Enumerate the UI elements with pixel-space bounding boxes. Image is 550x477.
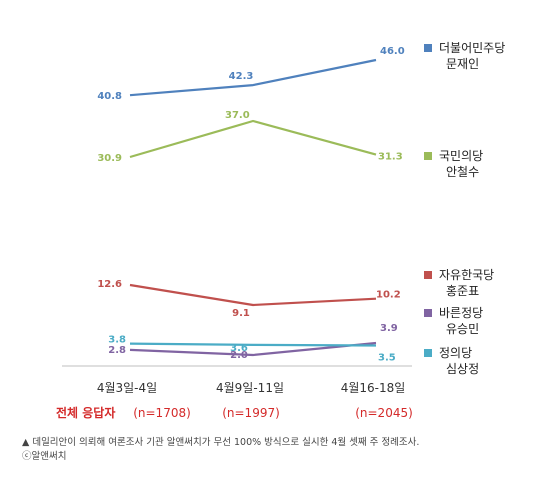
series-lines bbox=[129, 58, 377, 357]
sample-size-2: (n=1997) bbox=[222, 406, 280, 420]
caption-line-1: ▲ 데일리안이 의뢰해 여론조사 기관 알앤써치가 무선 100% 방식으로 실… bbox=[22, 437, 420, 448]
legend-swatch-minjoo bbox=[424, 44, 432, 52]
caption-line-2: ⓒ알앤써치 bbox=[22, 451, 67, 462]
line-chart: 40.8 42.3 46.0 30.9 37.0 31.3 12.6 9.1 10.2 2.8 2.… bbox=[56, 41, 505, 420]
legend-party-justice: 정의당 bbox=[439, 346, 472, 360]
legend-candidate-liberty: 홍준표 bbox=[446, 284, 479, 298]
value-label-bareun-3: 3.9 bbox=[380, 323, 398, 334]
value-labels: 40.8 42.3 46.0 30.9 37.0 31.3 12.6 9.1 10.2 2.8 2.… bbox=[97, 46, 404, 364]
legend-swatch-liberty bbox=[424, 271, 432, 279]
legend-swatch-bareun bbox=[424, 309, 432, 317]
legend-candidate-people: 안철수 bbox=[446, 165, 479, 179]
legend-swatch-justice bbox=[424, 349, 432, 357]
value-label-minjoo-2: 42.3 bbox=[229, 71, 254, 82]
value-label-justice-1: 3.8 bbox=[108, 335, 126, 346]
x-tick-labels: 4월3일-4일 4월9일-11일 4월16-18일 bbox=[97, 381, 405, 395]
value-label-minjoo-1: 40.8 bbox=[97, 91, 122, 102]
value-label-bareun-1: 2.8 bbox=[108, 345, 126, 356]
legend-party-liberty: 자유한국당 bbox=[439, 268, 494, 282]
series-line-minjoo bbox=[129, 58, 377, 97]
legend-party-minjoo: 더불어민주당 bbox=[439, 41, 505, 55]
legend-swatch-people bbox=[424, 152, 432, 160]
series-line-justice bbox=[129, 342, 377, 347]
value-label-liberty-2: 9.1 bbox=[232, 308, 250, 319]
value-label-people-2: 37.0 bbox=[225, 110, 250, 121]
legend-candidate-minjoo: 문재인 bbox=[446, 57, 479, 71]
value-label-liberty-3: 10.2 bbox=[376, 290, 401, 301]
legend-candidate-justice: 심상정 bbox=[446, 362, 479, 376]
series-line-bareun bbox=[129, 341, 377, 357]
caption: ▲ 데일리안이 의뢰해 여론조사 기관 알앤써치가 무선 100% 방식으로 실… bbox=[22, 436, 542, 464]
value-label-bareun-2: 2.0 bbox=[230, 350, 248, 361]
value-label-people-1: 30.9 bbox=[97, 153, 122, 164]
sample-size-3: (n=2045) bbox=[355, 406, 413, 420]
value-label-liberty-1: 12.6 bbox=[97, 279, 122, 290]
value-label-justice-3: 3.5 bbox=[378, 353, 396, 364]
value-label-justice-2: 3.6 bbox=[230, 343, 248, 354]
sample-label: 전체 응답자 bbox=[56, 405, 115, 420]
legend-candidate-bareun: 유승민 bbox=[446, 322, 479, 336]
series-line-people bbox=[129, 119, 377, 159]
value-label-people-3: 31.3 bbox=[378, 152, 403, 163]
sample-size-row: 전체 응답자 (n=1708) (n=1997) (n=2045) bbox=[56, 405, 413, 420]
x-tick-label-3: 4월16-18일 bbox=[341, 381, 406, 395]
x-tick-label-1: 4월3일-4일 bbox=[97, 381, 157, 395]
x-tick-label-2: 4월9일-11일 bbox=[216, 381, 284, 395]
sample-size-1: (n=1708) bbox=[133, 406, 191, 420]
legend-party-people: 국민의당 bbox=[439, 149, 483, 163]
legend-party-bareun: 바른정당 bbox=[439, 306, 483, 320]
series-line-liberty bbox=[129, 283, 377, 307]
value-label-minjoo-3: 46.0 bbox=[380, 46, 405, 57]
